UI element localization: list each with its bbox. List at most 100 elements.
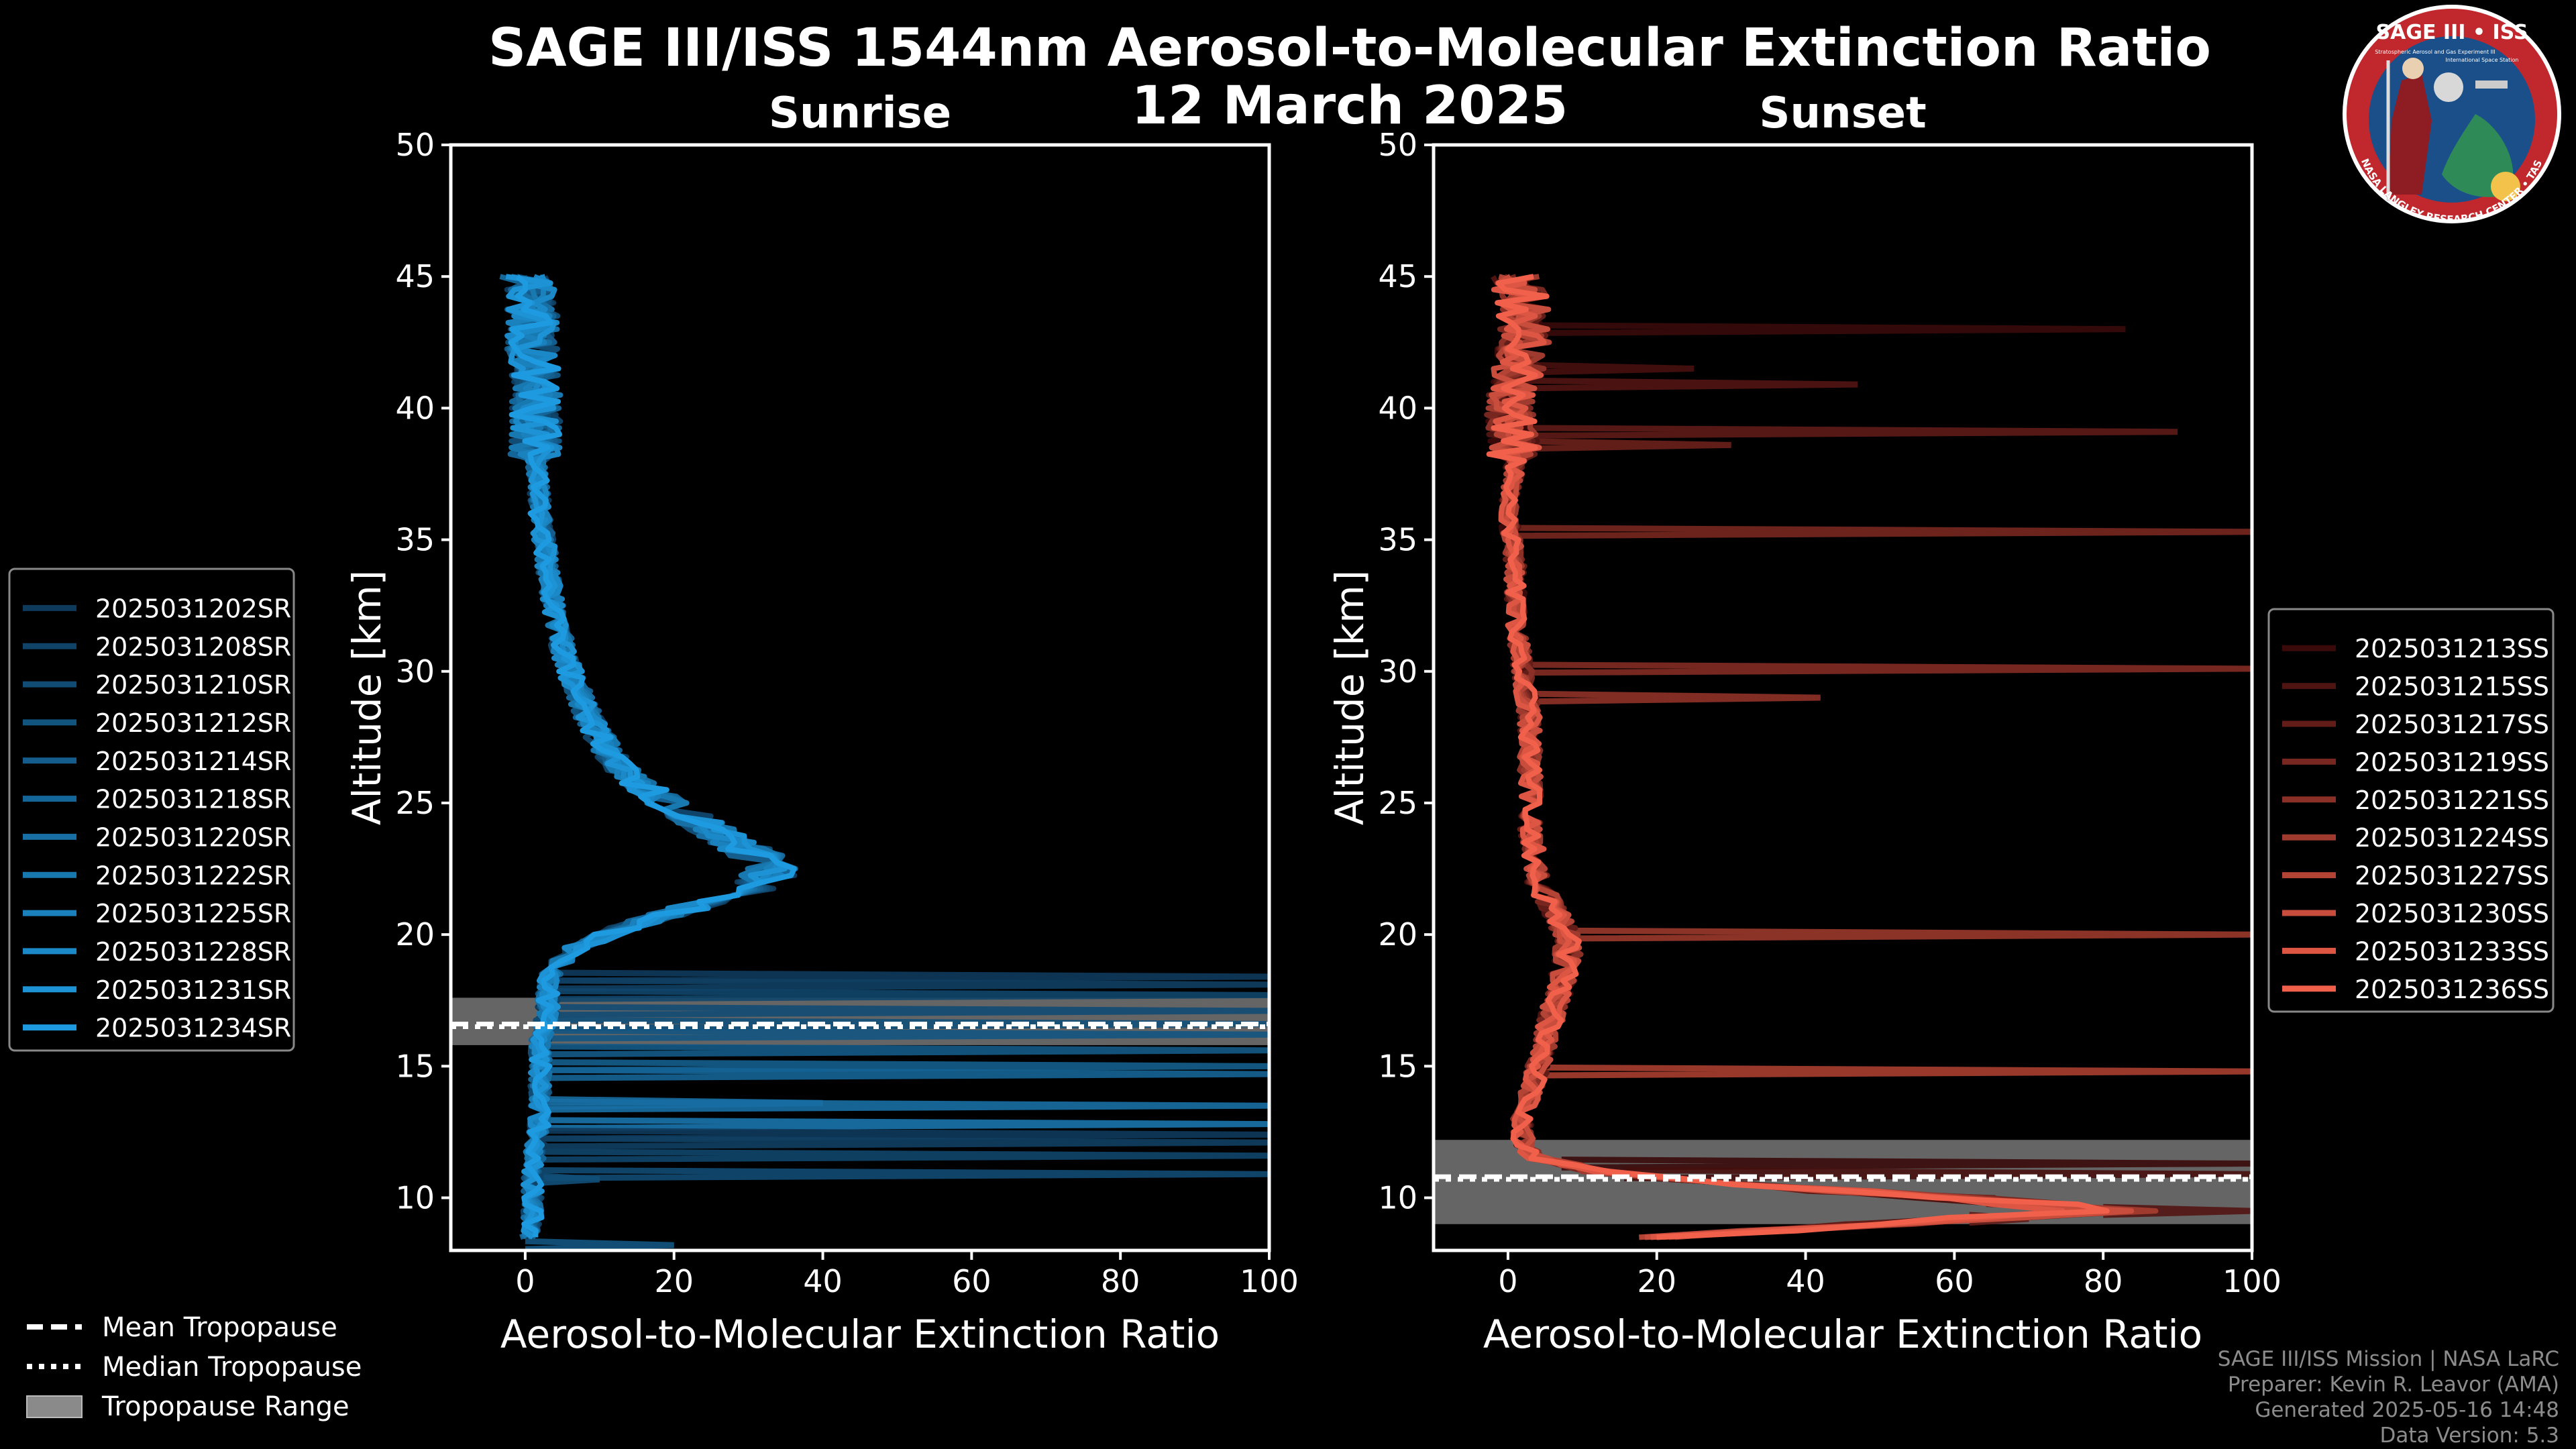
series-line-2025031215SS [1486,275,2094,1240]
y-axis-label: Altitude [km] [344,570,390,825]
series-line-2025031221SS [1485,275,2114,1240]
legend-entry-label: 2025031217SS [2355,710,2549,739]
sunset-panel: 0 20 40 60 80 100 10 15 20 25 30 35 40 45 50 Sunset Aero… [1327,89,2282,1357]
y-tick-label: 45 [1378,258,1417,294]
y-tick-label: 35 [1378,522,1417,558]
logo-sun-icon [2491,172,2520,201]
spike-line [1511,425,2178,439]
spike-line [547,988,1269,1002]
sunrise-legend: 2025031202SR 2025031208SR 2025031210SR 2025… [8,568,295,1052]
tropopause-range-swatch [26,1395,83,1418]
spike-line [1567,927,2252,942]
logo-title: SAGE III • ISS [2376,21,2528,44]
spike-line [541,1027,1269,1042]
logo-subtitle-1: Stratospheric Aerosol and Gas Experiment… [2375,49,2495,55]
spike-line [547,1004,1269,1018]
legend-entry-label: 2025031228SR [95,937,291,967]
legend-entry-label: 2025031225SR [95,899,291,928]
spike-line [540,1067,1269,1081]
series-line-2025031224SS [1485,274,2159,1240]
tropopause-range-label: Tropopause Range [101,1391,350,1422]
spike-line [537,1135,1269,1150]
y-tick-label: 45 [395,258,435,294]
spike-line [540,1098,1269,1113]
logo-figure-icon [2388,74,2432,195]
series-line-2025031230SS [1489,274,2135,1240]
x-tick-label: 60 [1935,1263,1974,1299]
legend-entry-label: 2025031218SR [95,785,291,814]
legend-entry-label: 2025031227SS [2355,861,2549,891]
plot-area [1434,274,2252,1240]
spike-line [525,1238,674,1250]
y-tick-label: 50 [1378,127,1417,163]
x-tick-label: 100 [1240,1263,1299,1299]
series-line-2025031219SS [1484,274,2076,1240]
legend-entry-label: 2025031220SR [95,822,291,852]
credit-line-preparer: Preparer: Kevin R. Leavor (AMA) [2228,1373,2559,1397]
y-tick-label: 50 [395,127,435,163]
figure-title: SAGE III/ISS 1544nm Aerosol-to-Molecular… [488,18,2211,78]
spike-line [548,977,1269,992]
logo-iss-icon [2475,80,2508,89]
x-tick-label: 100 [2222,1263,2282,1299]
y-tick-label: 15 [395,1048,435,1084]
axes-frame [1432,143,2254,1252]
legend-entry-label: 2025031214SR [95,747,291,776]
spike-line [1561,1157,2252,1171]
y-axis-label: Altitude [km] [1327,570,1373,825]
median-tropopause-label: Median Tropopause [102,1352,362,1383]
logo-moon-icon [2434,72,2463,102]
logo-figure-head-icon [2402,58,2424,79]
axes-frame [449,143,1271,1252]
series-line-2025031227SS [1487,274,2090,1240]
logo-subtitle-2: International Space Station [2446,57,2519,63]
legend-entry-label: 2025031236SS [2355,975,2549,1004]
legend-entry-label: 2025031230SS [2355,899,2549,928]
spike-line [532,1172,600,1187]
credits: SAGE III/ISS Mission | NASA LaRC Prepare… [2218,1347,2559,1448]
series-line-2025031217SS [1486,274,2139,1240]
legend-entry-label: 2025031210SR [95,670,291,700]
panel-title: Sunrise [769,89,951,138]
legend-entry-label: 2025031231SR [95,975,291,1005]
x-tick-label: 80 [2084,1263,2123,1299]
figure-date: 12 March 2025 [1132,76,1568,136]
x-tick-label: 80 [1101,1263,1140,1299]
y-tick-label: 15 [1378,1048,1417,1084]
series-line-2025031234SR [508,274,797,1238]
series-line-2025031213SS [1485,274,2050,1240]
legend-entry-label: 2025031233SS [2355,936,2549,966]
panel-title: Sunset [1759,89,1926,138]
y-tick-label: 20 [1378,916,1417,953]
spike-line [1526,690,1821,705]
tropopause-legend: Mean Tropopause Median Tropopause Tropop… [26,1312,362,1422]
x-axis-label: Aerosol-to-Molecular Extinction Ratio [500,1311,1220,1357]
y-tick-label: 25 [395,785,435,821]
legend-entry-label: 2025031221SS [2355,786,2549,815]
x-tick-label: 0 [1498,1263,1517,1299]
y-tick-label: 35 [395,522,435,558]
series-line-2025031233SS [1491,275,2065,1240]
credit-line-mission: SAGE III/ISS Mission | NASA LaRC [2218,1347,2559,1371]
sunrise-panel: 0 20 40 60 80 100 10 15 20 25 30 35 40 45 50 Sunrise Aer… [344,89,1299,1357]
spike-line [1510,525,2252,539]
x-tick-label: 60 [952,1263,991,1299]
spike-line [532,1167,1269,1181]
legend-entry-label: 2025031224SS [2355,823,2549,853]
spike-line [1514,377,1858,392]
plot-area [451,274,1269,1250]
mean-tropopause-label: Mean Tropopause [102,1312,337,1343]
credit-line-version: Data Version: 5.3 [2380,1424,2559,1448]
y-tick-label: 30 [1378,653,1417,690]
y-tick-label: 40 [1378,390,1417,426]
x-tick-label: 0 [515,1263,535,1299]
y-tick-label: 10 [1378,1180,1417,1216]
x-axis-label: Aerosol-to-Molecular Extinction Ratio [1483,1311,2202,1357]
spike-line [1513,437,1731,452]
legend-box [2267,608,2555,1013]
legend-entry-label: 2025031212SR [95,708,291,738]
y-tick-label: 25 [1378,785,1417,821]
spike-line [544,1017,1269,1031]
x-tick-label: 20 [654,1263,694,1299]
legend-entry-label: 2025031234SR [95,1014,291,1043]
